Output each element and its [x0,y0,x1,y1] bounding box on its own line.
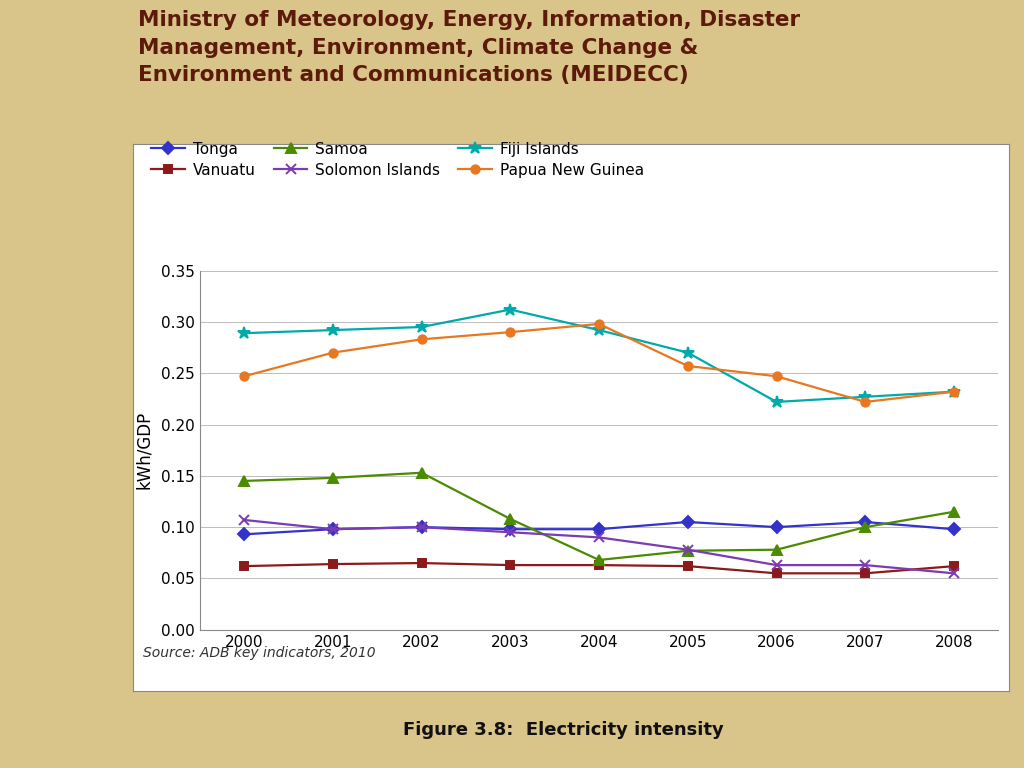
Text: Figure 3.8:  Electricity intensity: Figure 3.8: Electricity intensity [402,720,724,739]
Vanuatu [593,561,605,570]
Tonga [327,525,339,534]
Vanuatu [238,561,250,571]
Papua New Guinea [593,319,605,329]
Tonga [682,518,694,527]
Tonga [770,522,782,531]
Vanuatu [416,558,428,568]
Samoa [682,546,694,555]
Papua New Guinea [859,397,871,406]
Vanuatu [948,561,961,571]
Solomon Islands [948,569,961,578]
Samoa [770,545,782,554]
Papua New Guinea [504,327,516,336]
Solomon Islands [327,525,339,534]
Line: Papua New Guinea: Papua New Guinea [240,319,958,406]
Tonga [238,530,250,539]
Text: Ministry of Meteorology, Energy, Information, Disaster
Management, Environment, : Ministry of Meteorology, Energy, Informa… [138,11,801,84]
Samoa [859,522,871,531]
Samoa [504,515,516,524]
Samoa [593,555,605,564]
Vanuatu [770,569,782,578]
Line: Fiji Islands: Fiji Islands [238,303,961,408]
Vanuatu [327,559,339,568]
Samoa [327,473,339,482]
Line: Samoa: Samoa [240,468,958,564]
Fiji Islands [948,387,961,396]
Samoa [416,468,428,478]
Fiji Islands [238,329,250,338]
Text: Source: ADB key indicators, 2010: Source: ADB key indicators, 2010 [143,647,376,660]
Vanuatu [859,569,871,578]
Tonga [593,525,605,534]
Solomon Islands [238,515,250,525]
Fiji Islands [770,397,782,406]
Papua New Guinea [238,372,250,381]
Fiji Islands [593,326,605,335]
Solomon Islands [504,528,516,537]
Fiji Islands [416,323,428,332]
Fiji Islands [682,348,694,357]
Solomon Islands [593,533,605,542]
Papua New Guinea [682,362,694,371]
Y-axis label: kWh/GDP: kWh/GDP [134,411,153,489]
Solomon Islands [770,561,782,570]
Tonga [504,525,516,534]
Papua New Guinea [416,335,428,344]
Solomon Islands [416,522,428,531]
Tonga [948,525,961,534]
Line: Vanuatu: Vanuatu [240,559,958,578]
Fiji Islands [327,326,339,335]
Legend: Tonga, Vanuatu, Samoa, Solomon Islands, Fiji Islands, Papua New Guinea: Tonga, Vanuatu, Samoa, Solomon Islands, … [152,142,644,178]
Vanuatu [504,561,516,570]
Line: Tonga: Tonga [240,518,958,538]
Papua New Guinea [948,387,961,396]
Solomon Islands [859,561,871,570]
Papua New Guinea [327,348,339,357]
Papua New Guinea [770,372,782,381]
Vanuatu [682,561,694,571]
Tonga [416,522,428,531]
Tonga [859,518,871,527]
Samoa [238,476,250,485]
Fiji Islands [504,305,516,314]
Samoa [948,507,961,516]
Fiji Islands [859,392,871,402]
Line: Solomon Islands: Solomon Islands [240,515,958,578]
Solomon Islands [682,545,694,554]
